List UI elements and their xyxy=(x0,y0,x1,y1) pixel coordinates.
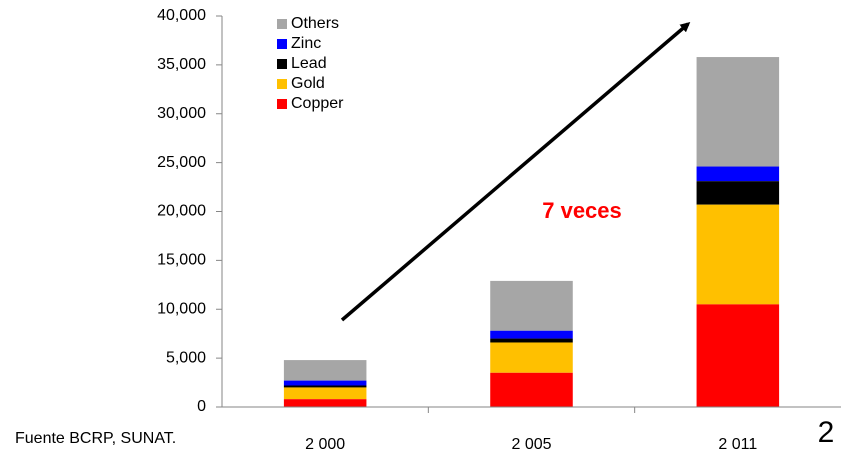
legend-swatch xyxy=(277,79,287,89)
bar-segment xyxy=(283,380,367,386)
y-tick-label: 15,000 xyxy=(157,252,206,269)
annotation: 7 veces xyxy=(542,198,622,223)
y-tick-label: 5,000 xyxy=(166,349,206,366)
bar-segment xyxy=(283,385,367,388)
y-tick-label: 35,000 xyxy=(157,56,206,73)
x-tick-label: 2 011 xyxy=(718,436,757,453)
bar-segment xyxy=(490,330,573,339)
bar-segment xyxy=(696,57,780,167)
bar-segment xyxy=(696,181,780,205)
source: Fuente BCRP, SUNAT. xyxy=(15,430,176,447)
legend-label: Zinc xyxy=(291,35,321,52)
bar-segment xyxy=(490,372,573,407)
bar-segment xyxy=(696,166,780,182)
legend-swatch xyxy=(277,39,287,49)
bar-segment xyxy=(696,304,780,407)
bar-segment xyxy=(283,360,367,381)
legend-label: Lead xyxy=(291,55,327,72)
bar-segment xyxy=(283,387,367,400)
bar-segment xyxy=(490,338,573,343)
bar-segment xyxy=(696,204,780,305)
y-tick-label: 20,000 xyxy=(157,203,206,220)
bar-segment xyxy=(490,342,573,373)
x-tick-label: 2 000 xyxy=(305,436,345,453)
y-tick-label: 40,000 xyxy=(157,7,206,24)
y-tick-label: 30,000 xyxy=(157,105,206,122)
legend-swatch xyxy=(277,99,287,109)
arrow xyxy=(340,22,691,322)
y-tick-label: 10,000 xyxy=(157,300,206,317)
legend-swatch xyxy=(277,59,287,69)
page-number: 2 xyxy=(818,416,835,449)
legend-swatch xyxy=(277,19,287,29)
legend-label: Others xyxy=(291,15,339,32)
bar-segment xyxy=(490,280,573,331)
y-tick-label: 0 xyxy=(197,398,206,415)
y-tick-label: 25,000 xyxy=(157,154,206,171)
x-tick-label: 2 005 xyxy=(511,436,551,453)
legend-label: Gold xyxy=(291,75,325,92)
legend-label: Copper xyxy=(291,95,344,112)
bar-segment xyxy=(283,399,367,407)
